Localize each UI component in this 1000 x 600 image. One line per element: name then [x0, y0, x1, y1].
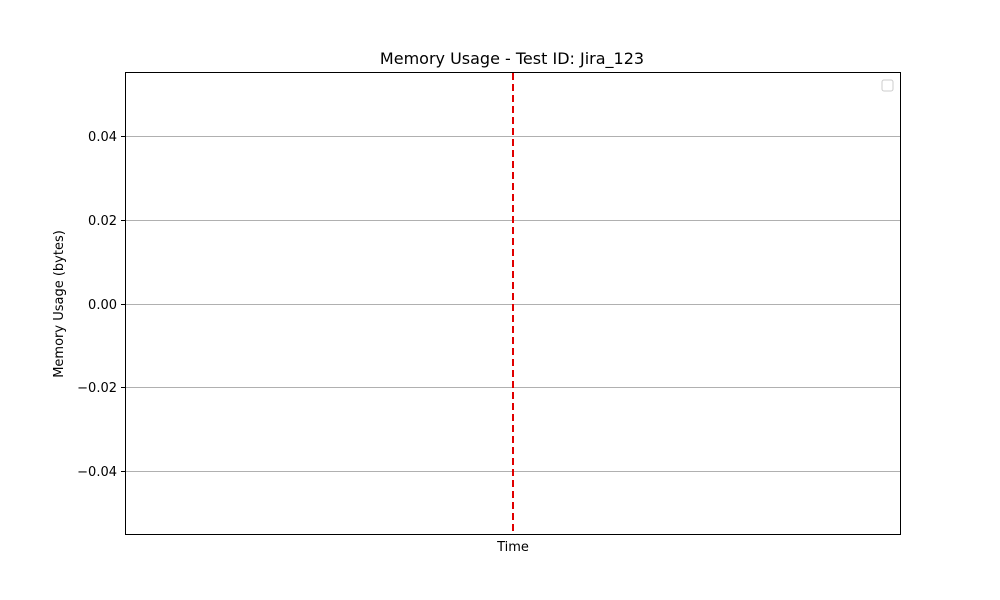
y-tick-label: 0.02	[88, 214, 117, 229]
x-axis-label: Time	[496, 540, 529, 555]
y-axis-label: Memory Usage (bytes)	[52, 230, 67, 378]
y-tick-label: −0.04	[77, 465, 117, 480]
plot-area-frame	[125, 72, 901, 535]
y-tick-label: 0.04	[88, 130, 117, 145]
chart-title: Memory Usage - Test ID: Jira_123	[380, 49, 644, 69]
y-tick-label: −0.02	[77, 381, 117, 396]
y-axis-ticks: 0.04 0.02 0.00 −0.02 −0.04	[77, 130, 125, 480]
y-tick-label: 0.00	[88, 298, 117, 313]
legend-box	[881, 79, 894, 92]
